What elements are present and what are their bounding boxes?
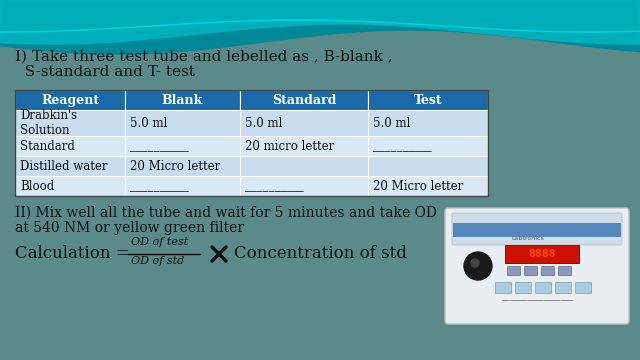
FancyBboxPatch shape xyxy=(125,176,240,196)
FancyBboxPatch shape xyxy=(15,110,125,136)
FancyBboxPatch shape xyxy=(240,136,368,156)
FancyBboxPatch shape xyxy=(15,156,125,176)
Text: Blank: Blank xyxy=(162,94,203,107)
FancyBboxPatch shape xyxy=(505,245,579,263)
Text: I) Take three test tube and lebelled as , B-blank ,: I) Take three test tube and lebelled as … xyxy=(15,50,392,64)
Text: __________: __________ xyxy=(130,140,189,153)
Text: 5.0 ml: 5.0 ml xyxy=(130,117,168,130)
Text: II) Mix well all the tube and wait for 5 minutes and take OD: II) Mix well all the tube and wait for 5… xyxy=(15,206,437,220)
Text: OD of test: OD of test xyxy=(131,237,188,247)
Text: Concentration of std: Concentration of std xyxy=(234,246,407,262)
Circle shape xyxy=(464,252,492,280)
FancyBboxPatch shape xyxy=(453,223,621,237)
FancyBboxPatch shape xyxy=(368,110,488,136)
FancyBboxPatch shape xyxy=(448,211,630,325)
Text: Standard: Standard xyxy=(20,140,75,153)
Text: Standard: Standard xyxy=(272,94,336,107)
FancyBboxPatch shape xyxy=(445,208,629,324)
Text: OD of std: OD of std xyxy=(131,256,184,266)
FancyBboxPatch shape xyxy=(368,156,488,176)
Text: Drabkin's
Solution: Drabkin's Solution xyxy=(20,109,77,137)
Text: 20 micro letter: 20 micro letter xyxy=(245,140,334,153)
Text: 5.0 ml: 5.0 ml xyxy=(373,117,410,130)
Circle shape xyxy=(471,259,479,267)
Text: Labtronics: Labtronics xyxy=(511,236,544,241)
FancyBboxPatch shape xyxy=(15,90,125,110)
Text: __________: __________ xyxy=(373,140,432,153)
FancyBboxPatch shape xyxy=(515,283,531,293)
FancyBboxPatch shape xyxy=(541,266,554,275)
FancyBboxPatch shape xyxy=(536,283,552,293)
Text: Calculation =: Calculation = xyxy=(15,246,135,262)
FancyBboxPatch shape xyxy=(556,283,572,293)
FancyBboxPatch shape xyxy=(240,110,368,136)
Text: __________: __________ xyxy=(245,180,304,193)
FancyBboxPatch shape xyxy=(368,176,488,196)
Text: ─────────────────: ───────────────── xyxy=(501,298,573,304)
FancyBboxPatch shape xyxy=(240,176,368,196)
FancyBboxPatch shape xyxy=(125,156,240,176)
FancyBboxPatch shape xyxy=(559,266,572,275)
Text: 20 Micro letter: 20 Micro letter xyxy=(373,180,463,193)
FancyBboxPatch shape xyxy=(125,136,240,156)
Text: Distilled water: Distilled water xyxy=(20,159,108,172)
FancyBboxPatch shape xyxy=(452,213,622,245)
FancyBboxPatch shape xyxy=(508,266,520,275)
FancyBboxPatch shape xyxy=(15,136,125,156)
Text: Test: Test xyxy=(413,94,442,107)
FancyBboxPatch shape xyxy=(240,156,368,176)
FancyBboxPatch shape xyxy=(575,283,591,293)
FancyBboxPatch shape xyxy=(368,136,488,156)
Text: at 540 NM or yellow green filter: at 540 NM or yellow green filter xyxy=(15,221,244,235)
Text: S-standard and T- test: S-standard and T- test xyxy=(15,65,195,79)
FancyBboxPatch shape xyxy=(368,90,488,110)
FancyBboxPatch shape xyxy=(125,110,240,136)
FancyBboxPatch shape xyxy=(495,283,511,293)
Text: Reagent: Reagent xyxy=(41,94,99,107)
Text: 8888: 8888 xyxy=(528,249,556,259)
FancyBboxPatch shape xyxy=(15,176,125,196)
Text: Blood: Blood xyxy=(20,180,54,193)
FancyBboxPatch shape xyxy=(240,90,368,110)
FancyBboxPatch shape xyxy=(125,90,240,110)
Text: 5.0 ml: 5.0 ml xyxy=(245,117,282,130)
Text: __________: __________ xyxy=(130,180,189,193)
Text: 20 Micro letter: 20 Micro letter xyxy=(130,159,220,172)
FancyBboxPatch shape xyxy=(525,266,538,275)
